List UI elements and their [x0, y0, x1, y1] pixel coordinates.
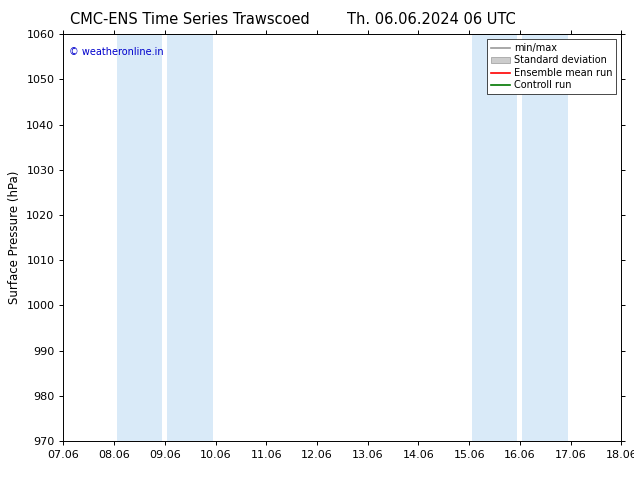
- Legend: min/max, Standard deviation, Ensemble mean run, Controll run: min/max, Standard deviation, Ensemble me…: [487, 39, 616, 94]
- Bar: [522, 34, 568, 441]
- Bar: [167, 34, 213, 441]
- Text: CMC-ENS Time Series Trawscoed: CMC-ENS Time Series Trawscoed: [70, 12, 310, 27]
- Bar: [117, 34, 162, 441]
- Bar: [472, 34, 517, 441]
- Text: Th. 06.06.2024 06 UTC: Th. 06.06.2024 06 UTC: [347, 12, 515, 27]
- Text: © weatheronline.in: © weatheronline.in: [69, 47, 164, 56]
- Y-axis label: Surface Pressure (hPa): Surface Pressure (hPa): [8, 171, 21, 304]
- Bar: [624, 34, 634, 441]
